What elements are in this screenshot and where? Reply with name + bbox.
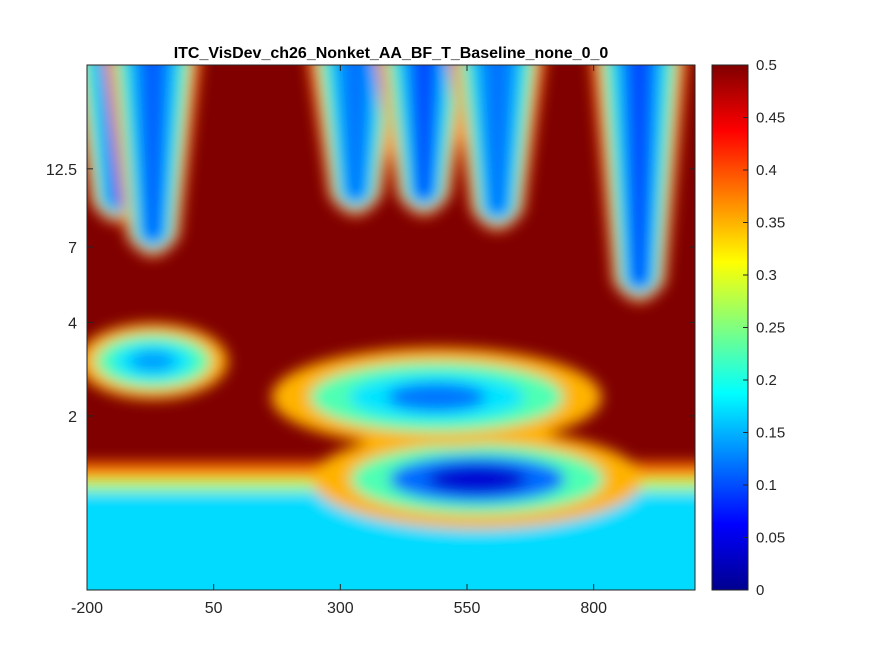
y-tick-label: 12.5 [46, 162, 77, 179]
x-tick-label: 800 [580, 600, 607, 617]
colorbar-tick-label: 0.05 [756, 530, 785, 547]
colorbar-tick-label: 0.1 [756, 477, 777, 494]
colorbar-tick-label: 0.45 [756, 110, 785, 127]
colorbar-tick-label: 0.4 [756, 162, 777, 179]
heat-plume-core-5 [138, 65, 167, 243]
colorbar-tick-label: 0.35 [756, 215, 785, 232]
heatmap-plot [87, 65, 695, 590]
x-axis: -200 50 300 550 800 [71, 65, 607, 617]
y-axis: 2 4 7 12.5 [46, 162, 695, 426]
colorbar-tick-label: 0.2 [756, 372, 777, 389]
x-tick-label: 550 [454, 600, 481, 617]
chart-title: ITC_VisDev_ch26_Nonket_AA_BF_T_Baseline_… [174, 45, 609, 62]
heat-blob-core-2 [387, 382, 487, 412]
y-tick-label: 2 [68, 409, 77, 426]
colorbar-tick-label: 0.5 [756, 57, 777, 74]
heat-blob-core-1 [427, 465, 527, 494]
colorbar-tick-label: 0.15 [756, 425, 785, 442]
heat-plume-core-6 [341, 65, 370, 201]
x-tick-label: 300 [327, 600, 354, 617]
plot-frame [86, 64, 696, 591]
heat-blob-core-3 [130, 350, 176, 373]
heat-plume-core-9 [625, 65, 654, 288]
heat-plume-core-8 [483, 65, 512, 216]
x-tick-label: -200 [71, 600, 103, 617]
colorbar-axis: 0 0.05 0.1 0.15 0.2 0.25 0.3 0.35 0.4 0.45 0.5 [743, 57, 785, 599]
colorbar-tick-label: 0.3 [756, 267, 777, 284]
colorbar [711, 64, 749, 591]
y-tick-label: 7 [68, 240, 77, 257]
y-tick-label: 4 [68, 315, 77, 332]
x-tick-label: 50 [205, 600, 223, 617]
heat-plume-core-7 [409, 65, 438, 201]
colorbar-tick-label: 0 [756, 582, 764, 599]
colorbar-tick-label: 0.25 [756, 320, 785, 337]
